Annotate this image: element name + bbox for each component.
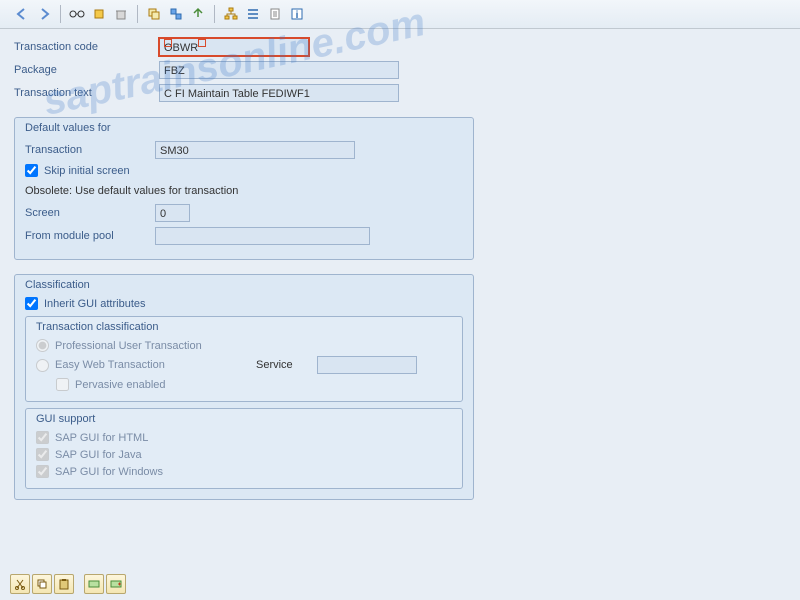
checkbox-skip-initial[interactable]: [25, 164, 38, 177]
row-transaction-code: Transaction code OBWR: [14, 37, 786, 57]
copy-icon[interactable]: [32, 574, 52, 594]
row-package: Package FBZ: [14, 60, 786, 80]
row-professional: Professional User Transaction: [36, 339, 452, 352]
label-gui-java: SAP GUI for Java: [55, 449, 142, 461]
row-easyweb: Easy Web Transaction Service: [36, 356, 452, 374]
radio-easyweb[interactable]: [36, 359, 49, 372]
where-used-icon[interactable]: [166, 4, 186, 24]
checkbox-pervasive[interactable]: [56, 378, 69, 391]
subgroup-title-gui: GUI support: [36, 413, 452, 425]
label-professional: Professional User Transaction: [55, 340, 202, 352]
label-gui-html: SAP GUI for HTML: [55, 432, 148, 444]
list-icon[interactable]: [243, 4, 263, 24]
checkbox-inherit[interactable]: [25, 297, 38, 310]
insert-icon[interactable]: [84, 574, 104, 594]
obsolete-note: Obsolete: Use default values for transac…: [25, 185, 463, 197]
copy-icon[interactable]: [144, 4, 164, 24]
label-skip-initial: Skip initial screen: [44, 165, 130, 177]
label-package: Package: [14, 64, 159, 76]
subgroup-gui-support: GUI support SAP GUI for HTML SAP GUI for…: [25, 408, 463, 489]
group-classification: Classification Inherit GUI attributes Tr…: [14, 274, 474, 500]
separator: [214, 5, 215, 23]
row-inherit: Inherit GUI attributes: [25, 297, 463, 310]
export-icon[interactable]: [188, 4, 208, 24]
back-icon[interactable]: [12, 4, 32, 24]
info-icon[interactable]: i: [287, 4, 307, 24]
subgroup-transaction-classification: Transaction classification Professional …: [25, 316, 463, 402]
delete-icon[interactable]: [111, 4, 131, 24]
label-inherit: Inherit GUI attributes: [44, 298, 146, 310]
label-pervasive: Pervasive enabled: [75, 379, 166, 391]
main-content: Transaction code OBWR Package FBZ Transa…: [0, 29, 800, 508]
paste-icon[interactable]: [54, 574, 74, 594]
label-transaction: Transaction: [25, 144, 155, 156]
field-transaction[interactable]: SM30: [155, 141, 355, 159]
subgroup-title-trans-class: Transaction classification: [36, 321, 452, 333]
row-transaction-text: Transaction text C FI Maintain Table FED…: [14, 83, 786, 103]
activate-icon[interactable]: [89, 4, 109, 24]
separator: [60, 5, 61, 23]
cut-icon[interactable]: [10, 574, 30, 594]
svg-text:i: i: [296, 10, 299, 21]
app-toolbar: i: [0, 0, 800, 29]
forward-icon[interactable]: [34, 4, 54, 24]
field-package[interactable]: FBZ: [159, 61, 399, 79]
label-transaction-text: Transaction text: [14, 87, 159, 99]
group-title-default-values: Default values for: [25, 122, 463, 134]
field-transaction-code[interactable]: OBWR: [159, 38, 309, 56]
field-screen[interactable]: 0: [155, 204, 190, 222]
field-transaction-text[interactable]: C FI Maintain Table FEDIWF1: [159, 84, 399, 102]
group-title-classification: Classification: [25, 279, 463, 291]
append-icon[interactable]: [106, 574, 126, 594]
row-pervasive: Pervasive enabled: [56, 378, 452, 391]
label-gui-windows: SAP GUI for Windows: [55, 466, 163, 478]
row-skip-initial: Skip initial screen: [25, 164, 463, 177]
label-screen: Screen: [25, 207, 155, 219]
hierarchy-icon[interactable]: [221, 4, 241, 24]
glasses-icon[interactable]: [67, 4, 87, 24]
bottom-toolbar: [10, 574, 126, 594]
radio-professional[interactable]: [36, 339, 49, 352]
field-service[interactable]: [317, 356, 417, 374]
label-service: Service: [256, 359, 293, 371]
group-default-values: Default values for Transaction SM30 Skip…: [14, 117, 474, 260]
label-easyweb: Easy Web Transaction: [55, 359, 250, 371]
document-icon[interactable]: [265, 4, 285, 24]
label-module-pool: From module pool: [25, 230, 155, 242]
field-module-pool[interactable]: [155, 227, 370, 245]
separator: [137, 5, 138, 23]
label-transaction-code: Transaction code: [14, 41, 159, 53]
checkbox-gui-windows[interactable]: [36, 465, 49, 478]
checkbox-gui-html[interactable]: [36, 431, 49, 444]
checkbox-gui-java[interactable]: [36, 448, 49, 461]
